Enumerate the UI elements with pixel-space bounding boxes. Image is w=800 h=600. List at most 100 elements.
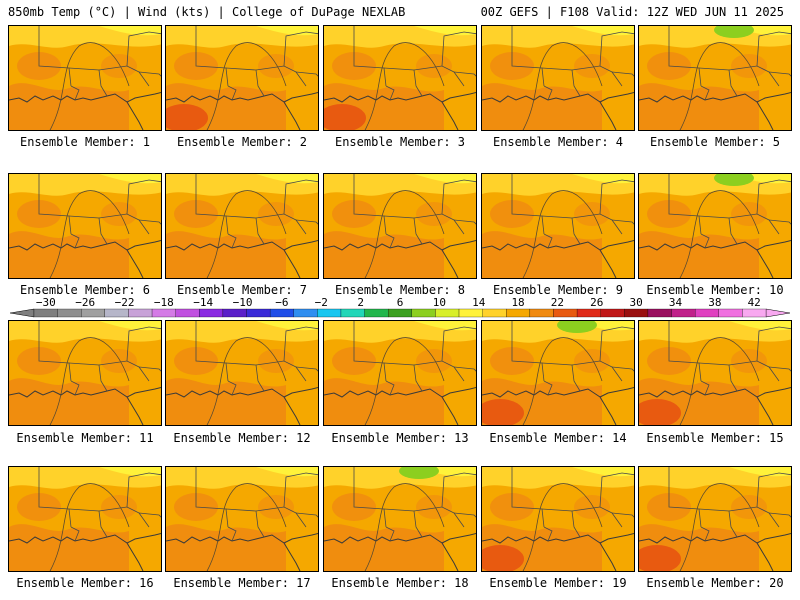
colorbar-swatch <box>57 308 82 318</box>
ensemble-member-map <box>165 466 319 572</box>
map-title: 850mb Temp (°C) | Wind (kts) | College o… <box>8 5 406 19</box>
colorbar-swatch <box>435 308 460 318</box>
ensemble-member-label: Ensemble Member: 11 <box>16 431 154 445</box>
ensemble-member-map <box>638 466 792 572</box>
temperature-field <box>9 26 161 130</box>
ensemble-member-map <box>8 25 162 131</box>
ensemble-member-map <box>8 173 162 279</box>
colorbar-tick-label: −14 <box>193 296 213 309</box>
temperature-field <box>324 26 476 130</box>
ensemble-member-label: Ensemble Member: 7 <box>176 283 308 297</box>
ensemble-member-label: Ensemble Member: 13 <box>331 431 469 445</box>
colorbar-swatch <box>246 308 271 318</box>
ensemble-member-map <box>323 466 477 572</box>
temperature-field <box>482 321 634 425</box>
ensemble-member-map <box>8 320 162 426</box>
temperature-field <box>9 174 161 278</box>
colorbar-swatch <box>199 308 224 318</box>
colorbar-swatch <box>576 308 601 318</box>
colorbar-swatch <box>482 308 507 318</box>
colorbar-swatch <box>458 308 483 318</box>
ensemble-member-label: Ensemble Member: 20 <box>646 576 784 590</box>
colorbar-swatch <box>624 308 649 318</box>
colorbar-swatch <box>269 308 294 318</box>
temperature-field <box>639 174 791 278</box>
colorbar-tick-label: −22 <box>115 296 135 309</box>
temperature-field <box>482 174 634 278</box>
colorbar-swatch <box>647 308 672 318</box>
colorbar-swatch <box>742 308 767 318</box>
ensemble-member-label: Ensemble Member: 10 <box>646 283 784 297</box>
colorbar-tick-label: 30 <box>630 296 643 309</box>
colorbar-swatch <box>293 308 318 318</box>
temperature-field <box>482 467 634 571</box>
colorbar-swatch <box>128 308 153 318</box>
run-valid-time: 00Z GEFS | F108 Valid: 12Z WED JUN 11 20… <box>480 5 784 19</box>
temperature-field <box>639 467 791 571</box>
temperature-field <box>639 321 791 425</box>
colorbar-swatch <box>695 308 719 318</box>
colorbar-swatch <box>553 308 578 318</box>
colorbar-tick-label: −10 <box>233 296 253 309</box>
colorbar-tick-label: 38 <box>708 296 721 309</box>
ensemble-member-label: Ensemble Member: 14 <box>489 431 627 445</box>
ensemble-member-label: Ensemble Member: 16 <box>16 576 154 590</box>
ensemble-member-map <box>165 25 319 131</box>
ensemble-member-map <box>8 466 162 572</box>
colorbar-tick-label: 14 <box>472 296 486 309</box>
temperature-field <box>9 321 161 425</box>
colorbar-swatch <box>411 308 436 318</box>
colorbar-swatch <box>388 308 412 318</box>
ensemble-member-map <box>323 173 477 279</box>
colorbar-tick-label: −30 <box>36 296 56 309</box>
colorbar-graphic: −30 −26 −22 −18 −14 −10 −6 −2 2 6 10 14 18 22 26 30 34 38… <box>10 296 790 318</box>
ensemble-member-label: Ensemble Member: 2 <box>176 135 308 149</box>
ensemble-member-map <box>165 173 319 279</box>
temperature-field <box>166 26 318 130</box>
temperature-field <box>166 467 318 571</box>
ensemble-member-label: Ensemble Member: 19 <box>489 576 627 590</box>
colorbar-tick-label: −2 <box>315 296 328 309</box>
temperature-field <box>639 26 791 130</box>
ensemble-member-map <box>323 320 477 426</box>
colorbar-swatch <box>671 308 696 318</box>
colorbar-swatch <box>364 308 389 318</box>
colorbar-tick-label: 10 <box>433 296 446 309</box>
colorbar-tick-label: 6 <box>397 296 404 309</box>
temperature-field <box>324 321 476 425</box>
colorbar-tick-label: 34 <box>669 296 683 309</box>
ensemble-member-label: Ensemble Member: 3 <box>334 135 466 149</box>
ensemble-member-label: Ensemble Member: 15 <box>646 431 784 445</box>
colorbar-tick-label: −18 <box>154 296 174 309</box>
colorbar-swatch <box>104 308 129 318</box>
ensemble-member-label: Ensemble Member: 5 <box>649 135 781 149</box>
ensemble-member-label: Ensemble Member: 6 <box>19 283 151 297</box>
ensemble-member-label: Ensemble Member: 4 <box>492 135 624 149</box>
colorbar-swatch <box>151 308 176 318</box>
colorbar-swatch <box>175 308 200 318</box>
ensemble-member-map <box>481 173 635 279</box>
ensemble-member-label: Ensemble Member: 18 <box>331 576 469 590</box>
colorbar-tick-label: 42 <box>748 296 761 309</box>
colorbar-swatch <box>222 308 247 318</box>
ensemble-member-map <box>638 25 792 131</box>
temperature-field <box>166 321 318 425</box>
colorbar-swatch <box>340 308 365 318</box>
colorbar-tick-label: 2 <box>357 296 364 309</box>
ensemble-member-label: Ensemble Member: 1 <box>19 135 151 149</box>
ensemble-member-label: Ensemble Member: 17 <box>173 576 311 590</box>
colorbar-swatch <box>33 308 58 318</box>
colorbar-tick-label: 26 <box>590 296 603 309</box>
ensemble-member-label: Ensemble Member: 12 <box>173 431 311 445</box>
temperature-field <box>9 467 161 571</box>
colorbar-swatch <box>81 308 105 318</box>
ensemble-member-map <box>165 320 319 426</box>
colorbar-swatch <box>506 308 531 318</box>
temperature-colorbar: −30 −26 −22 −18 −14 −10 −6 −2 2 6 10 14 18 22 26 30 34 38… <box>10 296 790 322</box>
temperature-field <box>482 26 634 130</box>
ensemble-member-map <box>481 320 635 426</box>
colorbar-swatch <box>718 308 743 318</box>
ensemble-member-map <box>323 25 477 131</box>
colorbar-tick-label: 22 <box>551 296 564 309</box>
colorbar-swatch <box>317 308 342 318</box>
